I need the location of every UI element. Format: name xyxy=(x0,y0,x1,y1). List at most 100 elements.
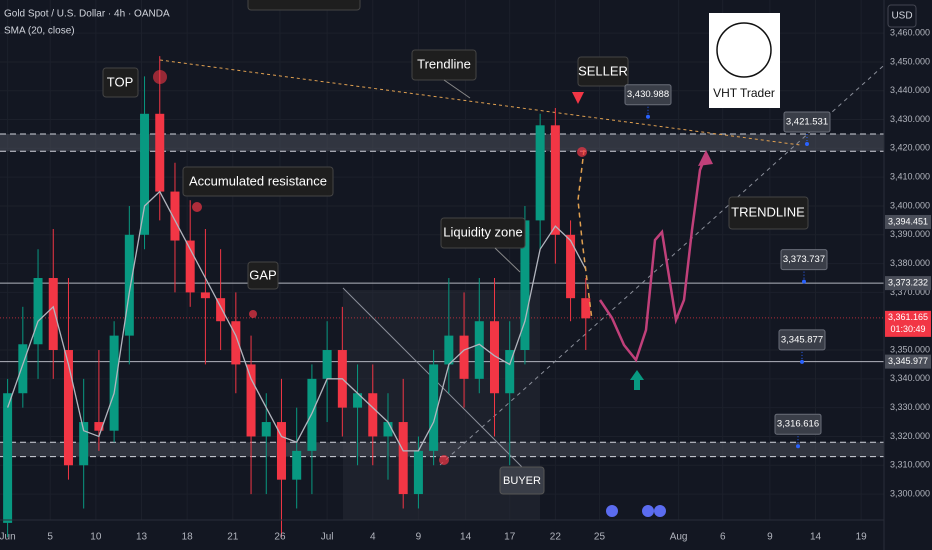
candle-body xyxy=(489,321,499,394)
x-tick-label: 18 xyxy=(182,532,194,543)
marker xyxy=(192,202,202,212)
x-tick-label: 9 xyxy=(416,532,422,543)
x-tick-label: 19 xyxy=(856,532,868,543)
marker xyxy=(577,147,587,157)
logo-emblem xyxy=(716,22,772,78)
projection-path xyxy=(598,154,708,363)
annotation: Accumulated resistance xyxy=(189,173,327,188)
axes: 3,300.000 3,310.000 3,320.000 3,330.000 3,34… xyxy=(0,28,931,543)
logo-text: VHT Trader xyxy=(713,86,775,100)
candle-body xyxy=(94,422,104,431)
price-label: 3,373.232 xyxy=(888,277,928,287)
callout-label: 3,421.531 xyxy=(786,116,828,127)
y-tick-label: 3,400.000 xyxy=(890,200,930,210)
y-tick-label: 3,370.000 xyxy=(890,287,930,297)
candle-body xyxy=(124,234,134,336)
candle-body xyxy=(140,113,150,235)
y-tick-label: 3,330.000 xyxy=(890,402,930,412)
candle-body xyxy=(155,113,165,192)
candle-body xyxy=(276,422,286,480)
y-tick-label: 3,440.000 xyxy=(890,85,930,95)
price-label-box xyxy=(885,354,931,369)
candles xyxy=(3,56,591,538)
candle-body xyxy=(505,350,515,394)
currency-box xyxy=(887,4,917,28)
y-tick-label: 3,350.000 xyxy=(890,344,930,354)
candle-body xyxy=(48,278,58,351)
candle-body xyxy=(535,125,545,221)
price-label-box xyxy=(885,214,931,229)
x-tick-label: Jun xyxy=(0,532,16,543)
candle-body xyxy=(581,298,591,319)
callout-box xyxy=(778,329,826,351)
candle-body xyxy=(246,364,256,437)
price-label: 3,394.451 xyxy=(888,216,928,226)
y-tick-label: 3,300.000 xyxy=(890,488,930,498)
x-tick-label: 14 xyxy=(460,532,472,543)
pointer xyxy=(494,247,521,273)
indicator-name: SMA (20, close) xyxy=(4,26,75,37)
event-icon xyxy=(654,505,666,517)
y-tick-label: 3,390.000 xyxy=(890,229,930,239)
drop-path xyxy=(577,149,593,321)
x-tick-label: Jul xyxy=(321,532,334,543)
candle-body xyxy=(109,335,119,431)
marker xyxy=(439,455,449,465)
marker xyxy=(153,70,167,84)
candle-body xyxy=(459,335,469,379)
candle-body xyxy=(63,350,73,466)
callout-box xyxy=(783,111,831,133)
x-tick-label: Aug xyxy=(670,532,688,543)
rising-trendline xyxy=(439,21,932,466)
x-tick-label: 14 xyxy=(810,532,822,543)
callout-label: 3,316.616 xyxy=(777,419,819,430)
pointer xyxy=(443,79,471,99)
y-tick-label: 3,430.000 xyxy=(890,114,930,124)
candle-body xyxy=(18,344,28,394)
candle-body xyxy=(550,125,560,235)
y-tick-label: 3,460.000 xyxy=(890,28,930,38)
annotation-box xyxy=(102,67,139,98)
annotation-box xyxy=(728,196,809,230)
y-tick-label: 3,410.000 xyxy=(890,172,930,182)
candle-body xyxy=(353,393,363,408)
callout-point xyxy=(800,359,804,364)
annotation-box xyxy=(247,261,279,290)
candle-body xyxy=(261,422,271,437)
candle-body xyxy=(444,335,454,365)
annotation: BUYER xyxy=(503,475,541,487)
candle-body xyxy=(566,234,576,299)
candle-body xyxy=(368,393,378,437)
price-label-box xyxy=(885,310,931,337)
x-tick-label: 26 xyxy=(274,532,286,543)
price-axis xyxy=(884,0,932,550)
annotation-box xyxy=(577,56,629,87)
seller-arrow xyxy=(572,92,584,104)
zone xyxy=(0,133,884,152)
candle-body xyxy=(185,240,195,293)
callout-point xyxy=(802,279,806,284)
x-tick-label: 13 xyxy=(136,532,148,543)
countdown: 01:30:49 xyxy=(890,324,925,334)
candle-body xyxy=(383,422,393,437)
y-tick-label: 3,450.000 xyxy=(890,56,930,66)
candle-body xyxy=(292,450,302,480)
callout-box xyxy=(780,249,828,271)
price-label-box xyxy=(885,276,931,291)
callout-box xyxy=(624,84,672,106)
annotation: Liquidity zone xyxy=(443,224,523,239)
x-tick-label: 17 xyxy=(504,532,516,543)
buyer-arrow xyxy=(630,370,644,390)
y-tick-label: 3,320.000 xyxy=(890,431,930,441)
candle-body xyxy=(33,278,43,345)
callout-point xyxy=(796,444,800,449)
callout-point xyxy=(805,141,809,146)
y-tick-label: 3,380.000 xyxy=(890,258,930,268)
y-tick-label: 3,420.000 xyxy=(890,143,930,153)
x-tick-label: 21 xyxy=(227,532,239,543)
x-tick-label: 9 xyxy=(767,532,773,543)
event-icon xyxy=(642,505,654,517)
candle-body xyxy=(322,350,332,379)
